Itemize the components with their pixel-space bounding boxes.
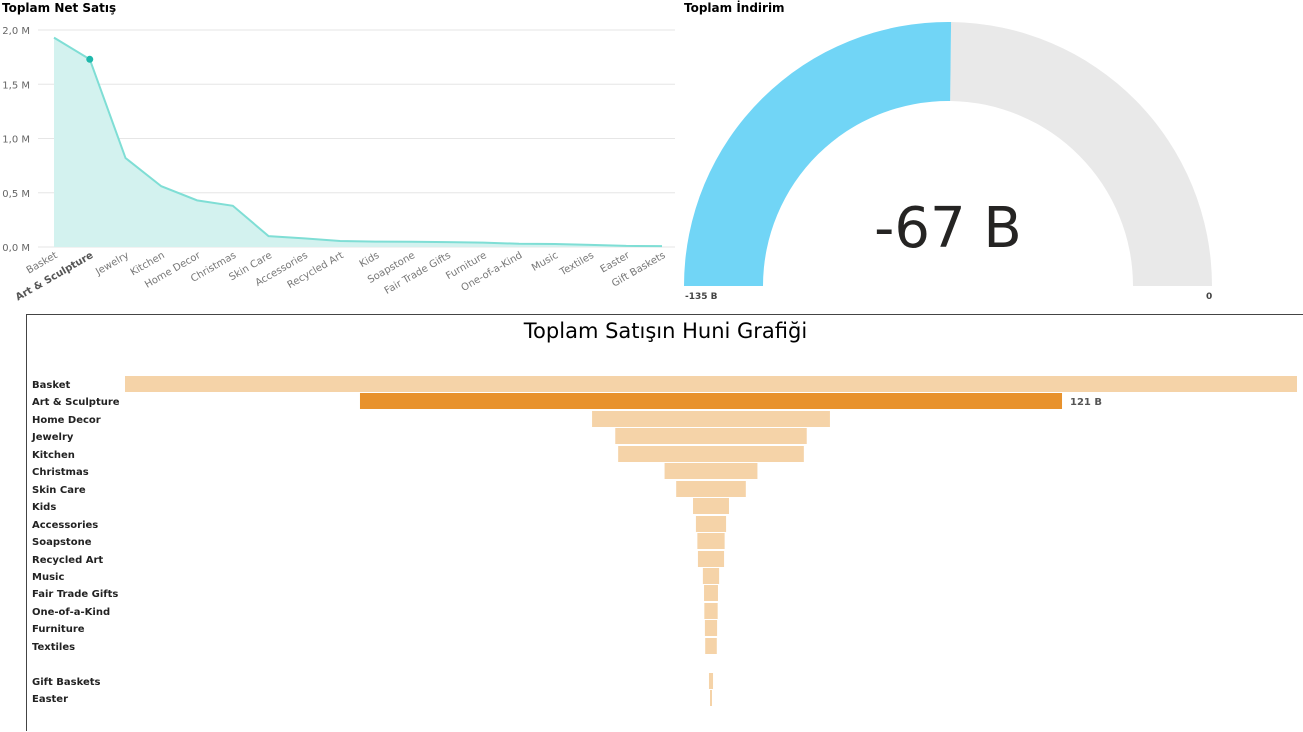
- funnel-bar: [592, 411, 830, 427]
- funnel-bar: [695, 516, 727, 532]
- gauge-svg: [684, 22, 1212, 287]
- funnel-bar: [359, 393, 1063, 409]
- funnel-category-label: Art & Sculpture: [32, 397, 120, 408]
- x-tick-label: One-of-a-Kind: [460, 250, 525, 294]
- funnel-bar: [705, 638, 717, 654]
- x-tick-label: Fair Trade Gifts: [383, 250, 453, 297]
- funnel-category-label: Fair Trade Gifts: [32, 589, 118, 600]
- highlight-point: [86, 55, 94, 63]
- funnel-category-label: Music: [32, 572, 64, 583]
- funnel-category-label: Gift Baskets: [32, 677, 101, 688]
- y-tick-label: 1,5 M: [2, 80, 30, 91]
- funnel-bar: [708, 673, 714, 689]
- funnel-svg: Basket Art & Sculpture 121 B Home Decor Jewe…: [31, 376, 1297, 706]
- x-tick-label: Jewelry: [93, 250, 131, 278]
- funnel-category-label: Jewelry: [31, 432, 74, 443]
- funnel-category-label: Skin Care: [32, 485, 86, 496]
- funnel-bar: [697, 551, 725, 567]
- funnel-category-label: Accessories: [32, 520, 98, 531]
- funnel-category-label: Furniture: [32, 624, 85, 635]
- gauge-max-label: 0: [1206, 292, 1213, 302]
- gauge-fill: [684, 22, 952, 287]
- net-sales-area-chart[interactable]: Toplam Net Satış 2,0 M 1,5 M 1,0 M 0,5 M 0,0…: [0, 0, 680, 308]
- funnel-category-label: Recycled Art: [32, 555, 103, 566]
- funnel-bar: [702, 568, 720, 584]
- funnel-bar: [618, 446, 804, 462]
- area-fill: [54, 37, 662, 247]
- funnel-category-label: Kitchen: [32, 450, 75, 461]
- funnel-bar: [710, 690, 712, 706]
- funnel-bar: [704, 585, 718, 601]
- funnel-category-label: Basket: [32, 380, 70, 391]
- area-chart-title: Toplam Net Satış: [2, 1, 117, 15]
- funnel-category-label: Christmas: [32, 467, 89, 478]
- funnel-category-label: Easter: [32, 694, 68, 705]
- gauge-value: -67 B: [874, 196, 1022, 261]
- funnel-bar: [676, 481, 746, 497]
- x-tick-label: Textiles: [557, 250, 596, 279]
- funnel-category-label: Home Decor: [32, 415, 101, 426]
- gauge-track: [950, 22, 1212, 286]
- gauge-title: Toplam İndirim: [684, 1, 785, 15]
- x-tick-label: Music: [530, 250, 560, 274]
- y-tick-label: 0,5 M: [2, 189, 30, 200]
- funnel-category-label: Soapstone: [32, 537, 92, 548]
- gauge-min-label: -135 B: [685, 292, 718, 302]
- funnel-bar: [704, 620, 718, 636]
- y-tick-label: 0,0 M: [2, 243, 30, 254]
- funnel-bar: [664, 463, 758, 479]
- area-line: [53, 36, 663, 248]
- funnel-bar: [704, 603, 718, 619]
- funnel-bar: [693, 498, 729, 514]
- sales-funnel-chart[interactable]: Toplam Satışın Huni Grafiği Basket Art & …: [26, 314, 1303, 731]
- x-tick-label: Kids: [358, 250, 382, 270]
- funnel-bar: [697, 533, 725, 549]
- y-tick-label: 2,0 M: [2, 26, 30, 37]
- funnel-bar: [615, 428, 807, 444]
- funnel-data-label: 121 B: [1070, 397, 1102, 408]
- funnel-title: Toplam Satışın Huni Grafiği: [523, 319, 808, 343]
- discount-gauge[interactable]: Toplam İndirim -67 B -135 B 0: [682, 0, 1303, 308]
- funnel-category-label: Kids: [32, 502, 56, 513]
- y-tick-label: 1,0 M: [2, 135, 30, 146]
- funnel-bar: [125, 376, 1297, 392]
- funnel-category-label: Textiles: [32, 642, 75, 653]
- funnel-category-label: One-of-a-Kind: [32, 607, 110, 618]
